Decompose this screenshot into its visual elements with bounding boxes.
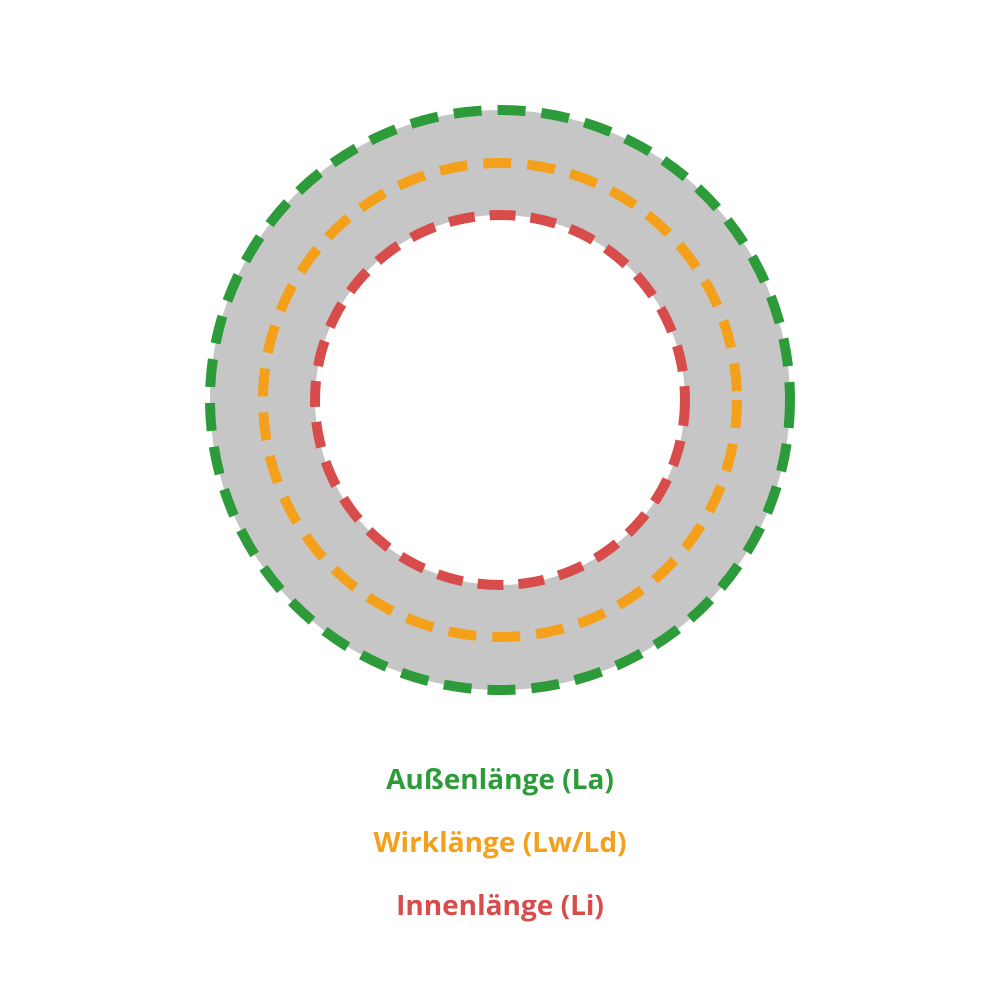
ring-svg	[200, 100, 800, 700]
label-outer: Außenlänge (La)	[0, 760, 1000, 799]
label-inner: Innenlänge (Li)	[0, 886, 1000, 925]
ring-diagram	[200, 100, 800, 700]
label-list: Außenlänge (La) Wirklänge (Lw/Ld) Innenl…	[0, 760, 1000, 950]
circle-inner	[315, 215, 685, 585]
label-middle: Wirklänge (Lw/Ld)	[0, 823, 1000, 862]
